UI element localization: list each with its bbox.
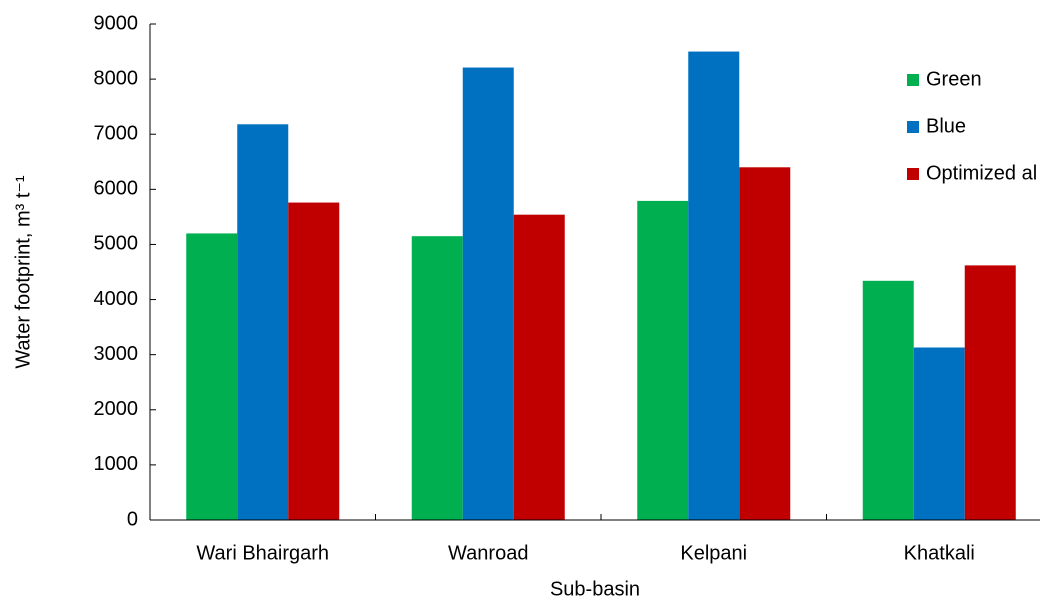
bar: [462, 67, 514, 520]
legend-label: Green: [926, 68, 982, 90]
y-tick-label: 9000: [94, 12, 139, 34]
y-tick-label: 4000: [94, 288, 139, 310]
y-axis-title: Water footprint, m³ t⁻¹: [12, 175, 34, 369]
y-tick-label: 6000: [94, 178, 139, 200]
bar: [186, 233, 238, 520]
legend-label: Optimized al: [926, 162, 1037, 184]
y-tick-label: 3000: [94, 343, 139, 365]
bar: [688, 51, 740, 521]
bar: [739, 167, 791, 521]
y-tick-label: 5000: [94, 233, 139, 255]
y-tick-label: 7000: [94, 123, 139, 145]
x-axis-title: Sub-basin: [550, 578, 640, 600]
legend-label: Blue: [926, 115, 966, 137]
bar: [913, 347, 965, 520]
y-tick-label: 2000: [94, 398, 139, 420]
bar: [237, 124, 289, 521]
y-tick-label: 0: [127, 508, 138, 530]
bar: [513, 214, 565, 520]
bar: [288, 202, 340, 520]
y-tick-label: 1000: [94, 453, 139, 475]
x-tick-label: Khatkali: [904, 542, 975, 564]
x-tick-label: Wanroad: [448, 542, 528, 564]
bar: [637, 200, 689, 520]
legend-swatch: [907, 74, 919, 86]
bar: [862, 280, 914, 520]
y-tick-label: 8000: [94, 67, 139, 89]
legend-swatch: [907, 121, 919, 133]
x-tick-label: Kelpani: [680, 542, 747, 564]
x-tick-label: Wari Bhairgarh: [196, 542, 329, 564]
bar: [411, 236, 463, 520]
legend-swatch: [907, 168, 919, 180]
bar: [964, 265, 1016, 520]
